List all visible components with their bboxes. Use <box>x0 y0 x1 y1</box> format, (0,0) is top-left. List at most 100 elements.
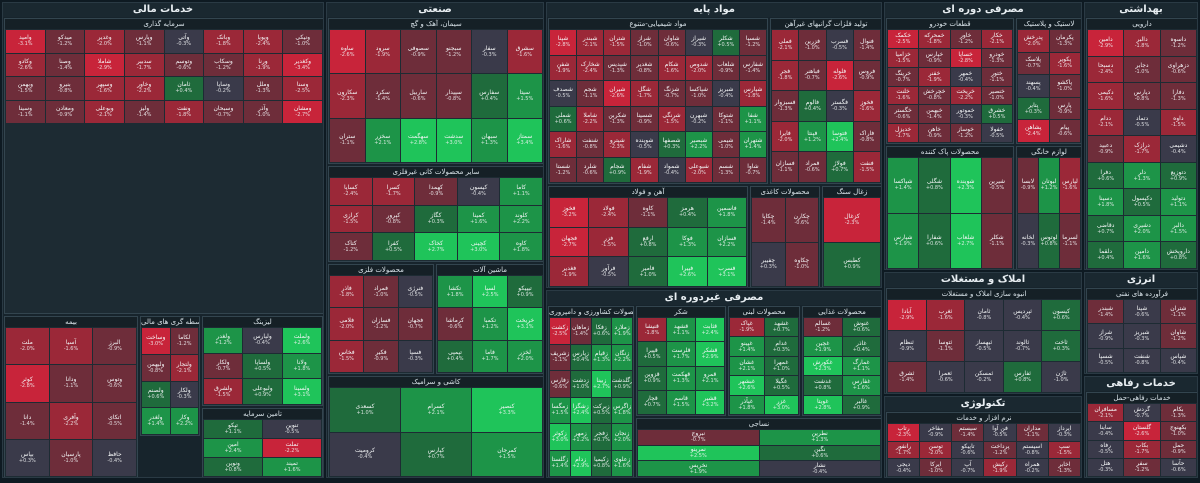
stock-tile[interactable]: شگلی +0.8% <box>919 158 950 213</box>
stock-tile[interactable]: شمواد -0.4% <box>658 157 685 182</box>
stock-tile[interactable]: غالبر +0.9% <box>842 395 880 414</box>
stock-tile[interactable]: زبرکت +0.5% <box>591 397 612 423</box>
stock-tile[interactable]: کپارس +0.7% <box>401 432 471 476</box>
sector-title[interactable]: مصرفی غیردوره ای <box>547 291 881 305</box>
stock-tile[interactable]: ونیکی -1.0% <box>283 30 322 53</box>
stock-tile[interactable]: فخوز -3.2% <box>550 198 589 227</box>
stock-tile[interactable]: مفاخر -0.9% <box>920 424 952 441</box>
stock-tile[interactable]: تاپیکو -0.6% <box>952 441 984 459</box>
stock-tile[interactable]: شسینا -0.9% <box>631 106 658 131</box>
group-title[interactable]: نساجی <box>637 419 881 429</box>
stock-tile[interactable]: غویتا +2.8% <box>804 395 842 414</box>
stock-tile[interactable]: ثفارس +0.8% <box>1003 362 1042 392</box>
stock-tile[interactable]: کوثر -2.8% <box>6 365 49 402</box>
stock-tile[interactable]: اتکای -0.5% <box>93 402 136 439</box>
stock-tile[interactable]: تمیند +1.6% <box>263 458 321 476</box>
stock-tile[interactable]: پیام -0.6% <box>1049 120 1080 142</box>
stock-tile[interactable]: کاوه +1.8% <box>500 233 542 260</box>
stock-tile[interactable]: دتوزیع +0.9% <box>1160 162 1196 189</box>
stock-tile[interactable]: دشیری +2.0% <box>1124 215 1160 242</box>
stock-tile[interactable]: کهمدا -0.9% <box>415 178 457 205</box>
stock-tile[interactable]: ارفع +0.8% <box>628 227 668 257</box>
stock-tile[interactable]: شپارس +1.9% <box>888 213 919 268</box>
stock-tile[interactable]: وبانک -1.8% <box>204 30 243 53</box>
group-title[interactable]: دارویی <box>1087 19 1197 29</box>
stock-tile[interactable]: سرود -1.9% <box>365 30 400 74</box>
stock-tile[interactable]: غدشت +0.8% <box>804 376 842 395</box>
stock-tile[interactable]: کرازی -1.5% <box>330 205 372 233</box>
stock-tile[interactable]: زشگزا +2.4% <box>570 397 591 423</box>
stock-tile[interactable]: قچار +0.7% <box>638 390 666 414</box>
group-title[interactable]: کاشی و سرامیک <box>329 377 543 387</box>
stock-tile[interactable]: پارس -0.9% <box>1049 97 1080 120</box>
stock-tile[interactable]: البرز -0.9% <box>93 328 136 365</box>
stock-tile[interactable]: لپارس -1.6% <box>1060 158 1080 213</box>
stock-tile[interactable]: فن آوا -0.5% <box>984 424 1016 441</box>
stock-tile[interactable]: دکیمی -1.6% <box>1088 83 1124 109</box>
stock-tile[interactable]: کگاز +0.3% <box>415 205 457 233</box>
stock-tile[interactable]: کسرا -1.7% <box>372 178 415 205</box>
stock-tile[interactable]: شفام -1.9% <box>631 157 658 182</box>
stock-tile[interactable]: فجهان -0.7% <box>398 308 432 340</box>
stock-tile[interactable]: سفر -1.2% <box>1124 458 1160 476</box>
stock-tile[interactable]: دقاضی +0.7% <box>1088 215 1124 242</box>
stock-tile[interactable]: غدام +0.3% <box>764 337 798 356</box>
stock-tile[interactable]: کپرور -0.8% <box>372 205 415 233</box>
stock-tile[interactable]: خدیزل -1.7% <box>888 124 919 142</box>
sector-title[interactable]: املاک و مستغلات <box>885 273 1081 287</box>
stock-tile[interactable]: زاگرس +1.8% <box>612 397 632 423</box>
stock-tile[interactable]: شخارک -2.4% <box>577 55 604 80</box>
stock-tile[interactable]: لوتوس +0.8% <box>1039 213 1059 268</box>
stock-tile[interactable]: ومعادن -0.9% <box>45 100 85 124</box>
stock-tile[interactable]: بکام -1.3% <box>1160 404 1196 422</box>
stock-tile[interactable]: ولانا +1.8% <box>282 353 321 379</box>
group-title[interactable]: انبوه سازی املاک و مستغلات <box>887 289 1081 299</box>
stock-tile[interactable]: قشکر +2.9% <box>696 342 724 366</box>
stock-tile[interactable]: وکادو -2.6% <box>6 53 45 77</box>
stock-tile[interactable]: کتاک -1.2% <box>330 233 372 260</box>
stock-tile[interactable]: آپ -0.7% <box>952 459 984 476</box>
stock-tile[interactable]: سکارون -2.3% <box>330 74 365 118</box>
stock-tile[interactable]: نگین +0.6% <box>759 445 880 461</box>
stock-tile[interactable]: کسرام +2.1% <box>401 388 471 432</box>
stock-tile[interactable]: ولسینا +3.1% <box>282 379 321 404</box>
stock-tile[interactable]: ولساپا +0.5% <box>243 353 282 379</box>
stock-tile[interactable]: شپاس -0.4% <box>1160 348 1196 372</box>
stock-tile[interactable]: زشریف -1.1% <box>550 344 570 370</box>
group-title[interactable]: محصولات پاک کننده <box>887 147 1013 157</box>
stock-tile[interactable]: خمحرکه -1.8% <box>919 30 950 48</box>
stock-tile[interactable]: خکار -2.1% <box>981 30 1012 48</box>
stock-tile[interactable]: قثابت +2.4% <box>696 318 724 342</box>
stock-tile[interactable]: تپکو +1.1% <box>204 420 262 438</box>
stock-tile[interactable]: کچینی +3.0% <box>457 233 500 260</box>
stock-tile[interactable]: شملی +0.6% <box>550 106 577 131</box>
stock-tile[interactable]: شاوا -0.7% <box>739 157 766 182</box>
group-title[interactable]: فرآورده های نفتی <box>1087 289 1197 299</box>
stock-tile[interactable]: زمهر +1.2% <box>570 424 591 450</box>
stock-tile[interactable]: غمهرا +1.0% <box>764 356 798 376</box>
stock-tile[interactable]: ساینا -0.4% <box>1088 422 1124 440</box>
stock-tile[interactable]: دانا -1.4% <box>6 402 49 439</box>
group-title[interactable]: محصولات لبنی <box>729 307 799 317</box>
stock-tile[interactable]: سپیدار -0.8% <box>436 74 471 118</box>
stock-tile[interactable]: سبجنو -1.2% <box>436 30 471 74</box>
stock-tile[interactable]: پکویر -1.6% <box>1049 52 1080 75</box>
stock-tile[interactable]: لخانه -0.3% <box>1018 213 1038 268</box>
sector-title[interactable]: مواد پایه <box>547 3 881 17</box>
stock-tile[interactable]: تپمپی +0.4% <box>438 340 472 372</box>
stock-tile[interactable]: زقیام +1.3% <box>591 344 612 370</box>
stock-tile[interactable]: فخوز -1.6% <box>853 91 880 121</box>
stock-tile[interactable]: غپینو +1.4% <box>730 337 764 356</box>
stock-tile[interactable]: قمرو +2.1% <box>696 366 724 390</box>
stock-tile[interactable]: شبصیر +2.2% <box>685 132 712 157</box>
stock-tile[interactable]: زگلستا +1.4% <box>550 450 570 476</box>
stock-tile[interactable]: شتوکا -1.1% <box>712 106 739 131</box>
stock-tile[interactable]: فنوال -1.4% <box>853 30 880 60</box>
stock-tile[interactable]: کیسون -0.4% <box>457 178 500 205</box>
stock-tile[interactable]: سپ -1.5% <box>1048 441 1080 459</box>
stock-tile[interactable]: دتولید +1.1% <box>1160 189 1196 215</box>
stock-tile[interactable]: ثشرق -1.4% <box>888 362 926 392</box>
stock-tile[interactable]: وسنا -2.5% <box>283 77 322 100</box>
stock-tile[interactable]: شغدیر -0.8% <box>631 55 658 80</box>
stock-tile[interactable]: کرماشا -0.6% <box>438 308 472 340</box>
